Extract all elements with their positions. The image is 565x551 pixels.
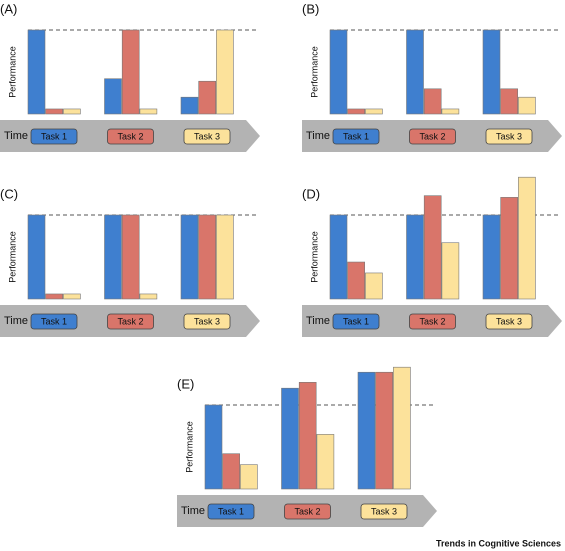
bar: [441, 242, 460, 300]
bar: [329, 29, 348, 115]
bar: [518, 176, 536, 300]
bar: [347, 261, 366, 300]
task-box: [409, 313, 456, 330]
task-label: Task 3: [496, 131, 522, 141]
bar: [357, 371, 376, 490]
task-label: Task 3: [496, 316, 522, 326]
bar: [104, 214, 122, 300]
bar: [365, 108, 383, 115]
bar: [406, 29, 424, 115]
x-axis-label: Time: [306, 130, 330, 142]
bar: [441, 108, 460, 115]
bar: [500, 88, 518, 115]
panel: (C) Performance Time Task 1 Task 2 Task 3: [0, 186, 260, 337]
x-axis-label: Time: [4, 130, 28, 142]
bar: [365, 272, 383, 300]
bar: [204, 404, 223, 490]
task-box: [284, 503, 331, 520]
panel: (A) Performance Time Task 1 Task 2 Task 3: [0, 1, 260, 152]
bar: [406, 214, 424, 300]
bar: [216, 214, 234, 300]
bar: [180, 214, 199, 300]
bar: [27, 29, 46, 115]
bar: [393, 366, 411, 490]
bar: [281, 387, 299, 490]
bar: [423, 195, 442, 300]
task-box: [409, 128, 456, 145]
task-box: [107, 313, 154, 330]
y-axis-label: Performance: [184, 421, 194, 473]
bar: [180, 96, 199, 115]
bar: [500, 197, 518, 300]
panel: (B) Performance Time Task 1 Task 2 Task 3: [302, 1, 562, 152]
bar: [45, 108, 64, 115]
bar: [121, 214, 140, 300]
y-axis-label: Performance: [309, 231, 319, 283]
bar: [222, 453, 241, 490]
bar: [63, 293, 81, 300]
bar: [347, 108, 366, 115]
bar: [139, 293, 158, 300]
task-label: Task 1: [343, 316, 369, 326]
bar: [45, 293, 64, 300]
bar: [104, 78, 122, 115]
task-box: [183, 128, 231, 145]
task-box: [485, 313, 533, 330]
task-box: [107, 128, 154, 145]
bar: [216, 29, 234, 115]
x-axis-label: Time: [306, 315, 330, 327]
panel-label: (C): [0, 186, 18, 201]
y-axis-label: Performance: [309, 46, 319, 98]
footer: Trends in Cognitive Sciences: [436, 538, 561, 548]
bar: [482, 214, 501, 300]
panel: (E) Performance Time Task 1 Task 2 Task 3: [177, 366, 437, 527]
panel-label: (E): [177, 376, 194, 391]
panel-label: (B): [302, 1, 319, 16]
y-axis-label: Performance: [7, 231, 17, 283]
task-label: Task 1: [343, 131, 369, 141]
task-box: [30, 128, 78, 145]
bar: [27, 214, 46, 300]
x-axis-label: Time: [181, 505, 205, 517]
bar: [198, 80, 216, 115]
bar: [375, 371, 393, 490]
task-label: Task 3: [194, 131, 220, 141]
bar: [329, 214, 348, 300]
task-box: [207, 503, 255, 520]
panel-label: (D): [302, 186, 320, 201]
bar: [518, 96, 536, 115]
x-axis-label: Time: [4, 315, 28, 327]
task-box: [485, 128, 533, 145]
panel: (D) Performance Time Task 1 Task 2 Task 3: [302, 176, 562, 337]
task-label: Task 3: [194, 316, 220, 326]
task-box: [332, 313, 380, 330]
task-box: [360, 503, 408, 520]
task-label: Task 1: [41, 316, 67, 326]
task-label: Task 2: [117, 316, 143, 326]
bar: [316, 434, 335, 490]
bar: [139, 108, 158, 115]
bar: [423, 88, 442, 115]
panel-label: (A): [0, 1, 17, 16]
task-label: Task 2: [294, 506, 320, 516]
bar: [482, 29, 501, 115]
bar: [198, 214, 216, 300]
bar: [121, 29, 140, 115]
task-box: [183, 313, 231, 330]
task-label: Task 2: [117, 131, 143, 141]
task-label: Task 1: [218, 506, 244, 516]
task-label: Task 3: [371, 506, 397, 516]
task-box: [332, 128, 380, 145]
task-label: Task 2: [419, 316, 445, 326]
y-axis-label: Performance: [7, 46, 17, 98]
task-box: [30, 313, 78, 330]
bar: [63, 108, 81, 115]
bar: [240, 464, 258, 490]
bar: [298, 382, 317, 490]
task-label: Task 2: [419, 131, 445, 141]
task-label: Task 1: [41, 131, 67, 141]
